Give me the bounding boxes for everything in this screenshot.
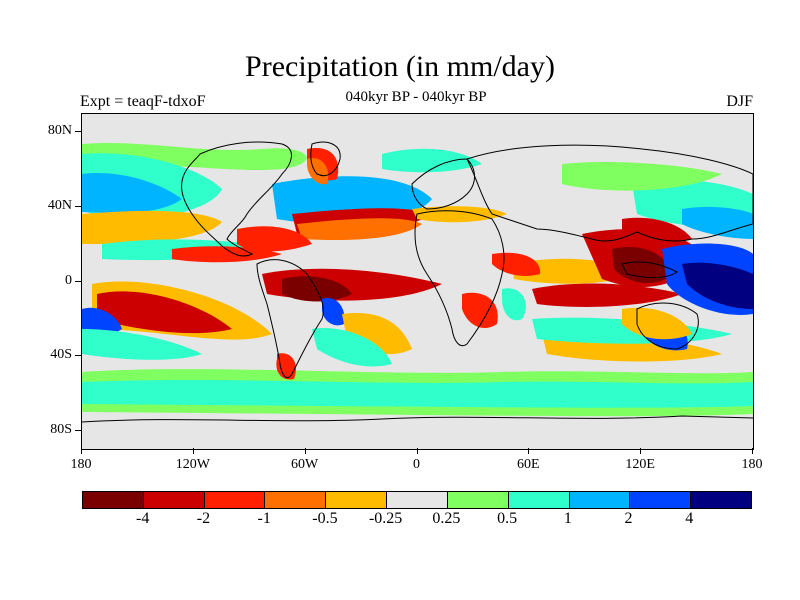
coast-north-america xyxy=(181,141,292,257)
coast-asia xyxy=(466,144,753,242)
north-pacific-orange xyxy=(82,210,222,244)
map-canvas xyxy=(82,114,753,449)
coast-africa xyxy=(414,210,505,347)
plot-subtitle: 040kyr BP - 040kyr BP xyxy=(345,89,487,105)
coast-south-america xyxy=(256,259,324,379)
colorbar-label: -4 xyxy=(136,510,150,527)
north-pacific-blue xyxy=(82,173,182,213)
lon-tick-label: 0 xyxy=(413,457,420,472)
lon-tick-label: 120E xyxy=(625,457,655,472)
lon-tick-mark xyxy=(528,448,530,454)
colorbar-swatch xyxy=(204,492,266,508)
plot-title: Precipitation (in mm/day) xyxy=(245,50,555,83)
colorbar-swatch xyxy=(265,492,327,508)
lon-tick-label: 180 xyxy=(741,457,763,472)
lat-tick-mark xyxy=(75,206,81,207)
lon-tick-label: 180 xyxy=(70,457,92,472)
africa-red xyxy=(462,292,498,329)
colorbar-label: -1 xyxy=(257,510,271,527)
southern-ocean-cyan xyxy=(82,380,753,408)
colorbar-label: -0.25 xyxy=(368,510,403,527)
africa-cyan xyxy=(502,288,526,321)
lon-tick-mark xyxy=(192,448,194,454)
coast-europe xyxy=(411,158,475,210)
south-pacific-cyan xyxy=(82,329,202,360)
colorbar-label: 2 xyxy=(624,510,633,527)
lat-tick-label: 80N xyxy=(47,123,72,138)
coast-greenland xyxy=(310,141,341,177)
lat-tick-mark xyxy=(75,430,81,431)
colorbar-label: -0.5 xyxy=(312,510,338,527)
colorbar xyxy=(82,491,752,509)
colorbar-swatch xyxy=(326,492,388,508)
season-label: DJF xyxy=(726,93,753,110)
lon-tick-label: 60E xyxy=(517,457,540,472)
colorbar-swatch xyxy=(387,492,448,508)
colorbar-swatch xyxy=(630,492,692,508)
indian-ocean-red xyxy=(532,283,682,307)
lat-tick-label: 80S xyxy=(50,422,72,437)
colorbar-label: 0.5 xyxy=(497,510,518,527)
colorbar-label: 1 xyxy=(563,510,572,527)
coast-australia xyxy=(636,302,699,350)
lon-tick-mark xyxy=(416,448,418,454)
coast-antarctica xyxy=(82,415,753,423)
lat-tick-label: 0 xyxy=(65,273,72,288)
lat-tick-mark xyxy=(75,355,81,356)
lat-tick-label: 40S xyxy=(50,347,72,362)
colorbar-swatch xyxy=(691,492,751,508)
australia-orange xyxy=(622,307,692,340)
south-atlantic-cyan xyxy=(312,328,392,367)
colorbar-swatch xyxy=(569,492,631,508)
lon-tick-mark xyxy=(640,448,642,454)
mediterranean-orange xyxy=(412,206,507,223)
south-pacific-red xyxy=(97,291,232,334)
brazil-blue xyxy=(322,298,345,326)
precipitation-map xyxy=(81,113,754,450)
lon-tick-label: 120W xyxy=(175,457,210,472)
coast-indonesia xyxy=(621,261,678,278)
lat-tick-label: 40N xyxy=(47,198,72,213)
lon-tick-label: 60W xyxy=(291,457,319,472)
colorbar-swatch xyxy=(143,492,205,508)
east-asia-red xyxy=(622,217,692,243)
east-asia-blue xyxy=(682,206,753,239)
patagonia-red xyxy=(276,353,297,380)
lat-tick-mark xyxy=(75,131,81,132)
colorbar-swatch xyxy=(83,492,144,508)
north-europe-cyan xyxy=(382,148,482,173)
lon-tick-mark xyxy=(752,448,753,454)
colorbar-swatch xyxy=(508,492,570,508)
colorbar-label: 0.25 xyxy=(432,510,461,527)
south-pacific-blue xyxy=(82,307,122,337)
lon-tick-mark xyxy=(304,448,306,454)
north-atlantic-orange xyxy=(297,218,422,241)
experiment-label: Expt = teaqF-tdxoF xyxy=(80,93,206,110)
west-pacific-dark-blue xyxy=(682,262,753,309)
lon-tick-mark xyxy=(81,448,82,454)
caribbean-red xyxy=(237,226,312,252)
lat-tick-mark xyxy=(75,281,81,282)
colorbar-swatch xyxy=(447,492,509,508)
siberia-green xyxy=(562,162,722,191)
amazon-dark-red xyxy=(282,276,352,302)
colorbar-label: 4 xyxy=(685,510,694,527)
colorbar-label: -2 xyxy=(196,510,211,527)
